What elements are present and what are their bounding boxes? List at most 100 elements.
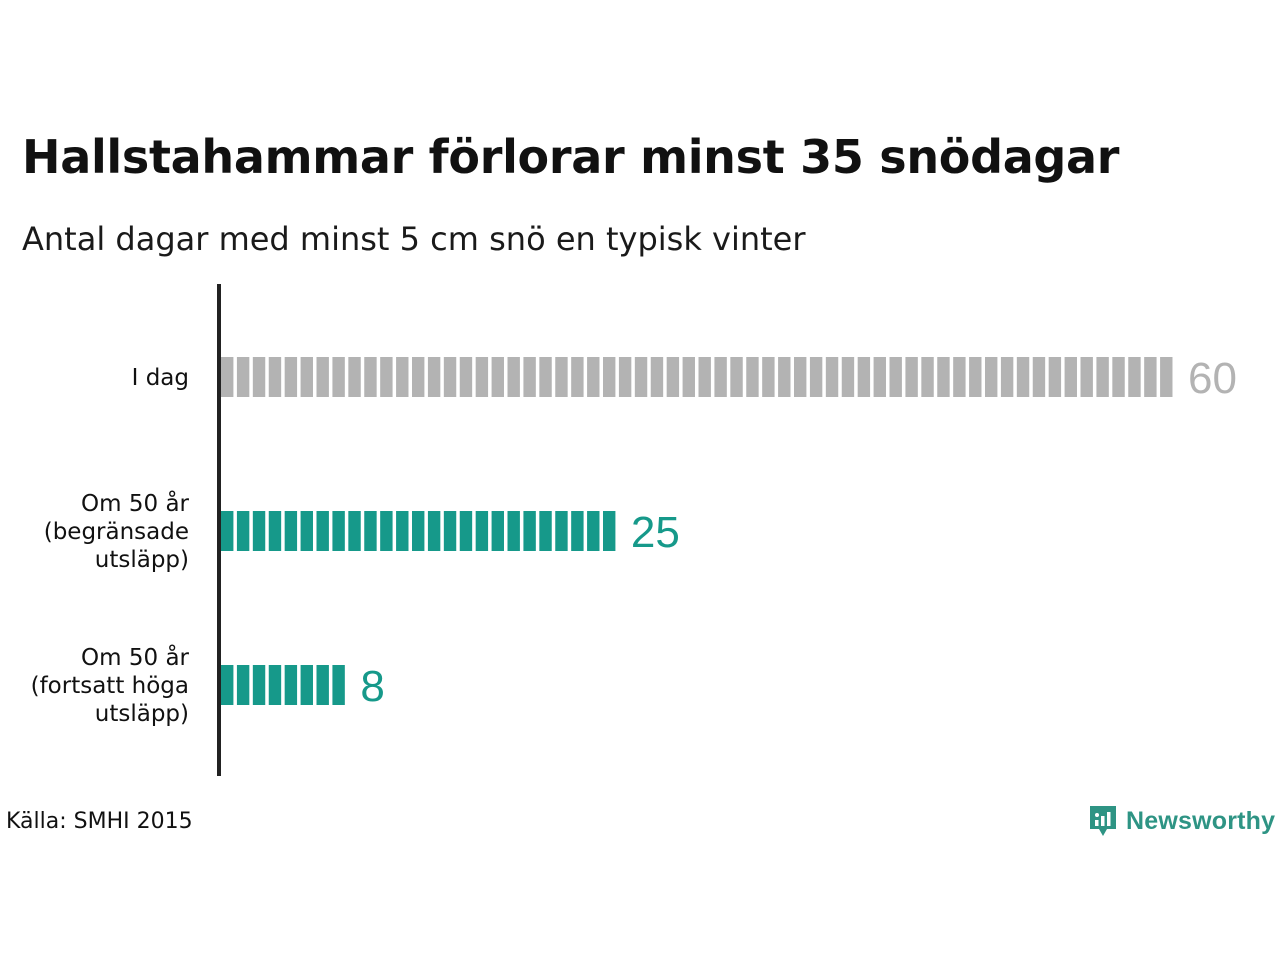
bar-segment <box>523 357 536 397</box>
category-label: Om 50 år (fortsatt höga utsläpp) <box>31 643 190 727</box>
brand-logo: Newsworthy <box>1088 803 1275 839</box>
category-label-line: Om 50 år <box>81 643 189 671</box>
bar-segment <box>475 511 489 551</box>
bar-segment <box>1096 357 1109 397</box>
bar-segment <box>873 357 886 397</box>
bar-segment <box>348 511 361 551</box>
bar-segment <box>841 357 855 397</box>
bar-segment <box>985 357 998 397</box>
bar-segment <box>921 357 934 397</box>
bar-segment <box>587 511 600 551</box>
bar-segment <box>571 357 584 397</box>
bar-segment <box>969 357 982 397</box>
bar-segment <box>1160 357 1173 397</box>
bar-segment <box>236 357 250 397</box>
bar-1 <box>221 357 1173 397</box>
bar-3 <box>221 665 345 705</box>
bar-segment <box>746 357 759 397</box>
bar-segment <box>332 665 345 705</box>
bar-segment <box>252 357 266 397</box>
bar-segment <box>603 511 616 551</box>
bar-segment <box>284 357 298 397</box>
bar-segment <box>762 357 775 397</box>
bar-segment <box>236 511 250 551</box>
bar-segment <box>380 511 393 551</box>
bar-segment <box>1048 357 1062 397</box>
category-label-line: I dag <box>132 365 189 391</box>
bar-segment <box>539 357 552 397</box>
bar-segment <box>825 357 839 397</box>
category-label-line: utsläpp) <box>95 701 189 727</box>
bar-segment <box>316 357 329 397</box>
bar-segment <box>523 511 536 551</box>
bar-segment <box>443 357 457 397</box>
bar-segment <box>443 511 457 551</box>
bar-segment <box>778 357 791 397</box>
bar-segment <box>491 511 504 551</box>
category-label-line: (fortsatt höga <box>31 673 189 699</box>
source-note: Källa: SMHI 2015 <box>6 809 193 834</box>
bar-segment <box>634 357 648 397</box>
bar-segment <box>1080 357 1093 397</box>
bar-segment <box>284 665 298 705</box>
chart-subtitle: Antal dagar med minst 5 cm snö en typisk… <box>22 220 806 258</box>
bar-segment <box>507 357 520 397</box>
bar-chart: 60 I dag 25 Om 50 år (begränsade utsläpp) 8 Om … <box>31 284 1237 776</box>
bar-segment <box>1112 357 1125 397</box>
bar-segment <box>618 357 632 397</box>
bar-segment <box>364 357 377 397</box>
bar-segment <box>300 511 313 551</box>
bar-segment <box>221 357 234 397</box>
category-label-line: utsläpp) <box>95 547 189 573</box>
bar-segment <box>236 665 250 705</box>
bar-segment <box>937 357 950 397</box>
category-label-line: Om 50 år <box>81 489 189 517</box>
category-label: Om 50 år (begränsade utsläpp) <box>44 489 190 573</box>
bar-segment <box>268 511 282 551</box>
bar-segment <box>300 665 313 705</box>
bar-segment <box>221 511 234 551</box>
bar-segment <box>571 511 584 551</box>
chart-title: Hallstahammar förlorar minst 35 snödagar <box>22 130 1120 184</box>
bar-segment <box>698 357 711 397</box>
bar-segment <box>396 357 409 397</box>
value-label: 60 <box>1188 354 1237 403</box>
bar-segment <box>889 357 902 397</box>
bar-segment <box>1000 357 1014 397</box>
bar-segment <box>603 357 616 397</box>
bar-segment <box>555 511 568 551</box>
bar-segment <box>650 357 664 397</box>
bar-segment <box>332 357 345 397</box>
bar-segment <box>427 511 441 551</box>
bar-segment <box>396 511 409 551</box>
bar-segment <box>587 357 600 397</box>
bar-segment <box>412 511 425 551</box>
bar-segment <box>412 357 425 397</box>
brand-name: Newsworthy <box>1126 806 1276 835</box>
bar-segment <box>332 511 345 551</box>
bar-segment <box>1128 357 1141 397</box>
bar-2 <box>221 511 616 551</box>
bar-segment <box>475 357 489 397</box>
bar-segment <box>348 357 361 397</box>
bar-segment <box>221 665 234 705</box>
newsworthy-logo-icon <box>1090 806 1116 836</box>
bar-segment <box>459 357 473 397</box>
bar-segment <box>905 357 918 397</box>
bar-segment <box>682 357 695 397</box>
bar-segment <box>1016 357 1030 397</box>
bar-segment <box>268 357 282 397</box>
bar-segment <box>252 665 266 705</box>
bar-segment <box>268 665 282 705</box>
bar-segment <box>714 357 727 397</box>
bar-segment <box>316 665 329 705</box>
bar-segment <box>459 511 473 551</box>
bar-segment <box>555 357 568 397</box>
bar-segment <box>252 511 266 551</box>
bar-segment <box>1064 357 1077 397</box>
bar-segment <box>1144 357 1157 397</box>
bar-segment <box>491 357 504 397</box>
bar-segment <box>809 357 823 397</box>
value-label: 8 <box>360 662 384 711</box>
value-label: 25 <box>631 508 680 557</box>
